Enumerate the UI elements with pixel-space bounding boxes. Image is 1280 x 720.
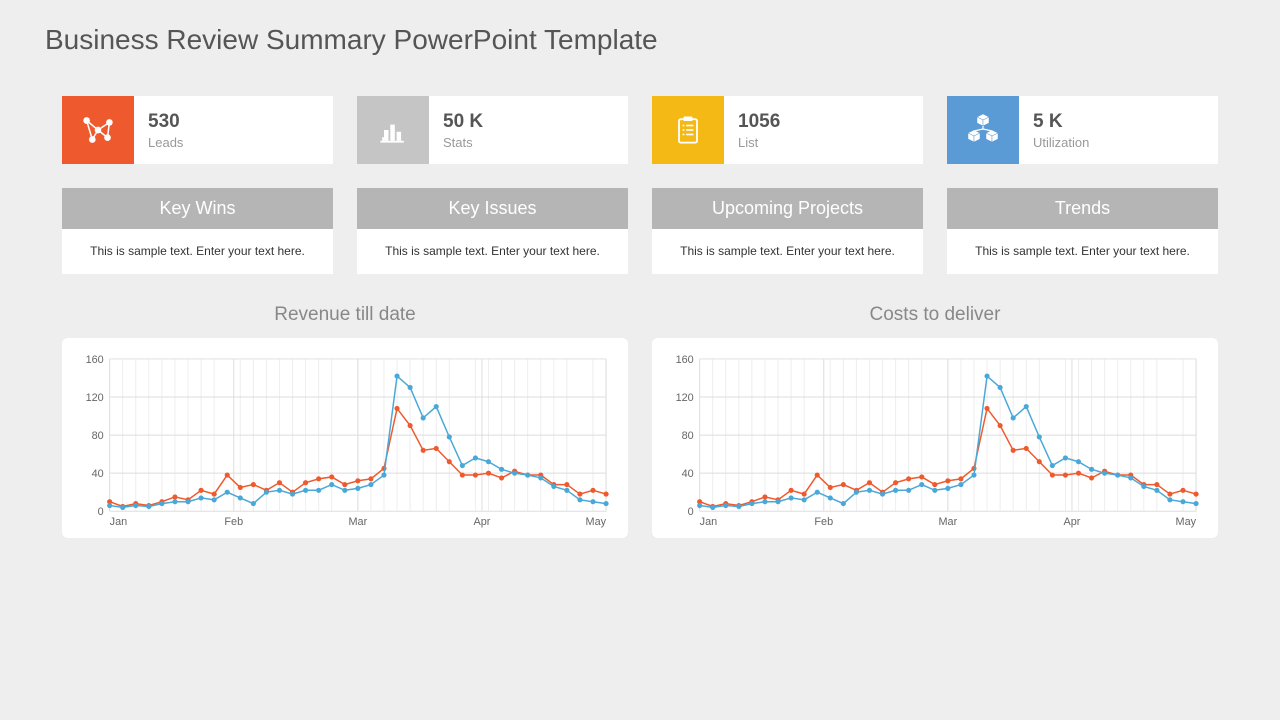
svg-text:Feb: Feb — [224, 516, 243, 528]
panel-body: This is sample text. Enter your text her… — [652, 229, 923, 274]
stat-card-utilization: 5 K Utilization — [947, 96, 1218, 164]
stat-row: 530 Leads 50 K Stats — [62, 96, 1218, 164]
stat-label: Leads — [148, 135, 183, 150]
page-title: Business Review Summary PowerPoint Templ… — [0, 0, 1280, 56]
panel-key-issues: Key Issues This is sample text. Enter yo… — [357, 188, 628, 274]
stat-label: Stats — [443, 135, 483, 150]
chart-row: Revenue till date 0 40 80 120 160 Jan Feb Mar Ap… — [62, 304, 1218, 538]
panel-body: This is sample text. Enter your text her… — [947, 229, 1218, 274]
svg-text:80: 80 — [92, 430, 104, 442]
panel-trends: Trends This is sample text. Enter your t… — [947, 188, 1218, 274]
svg-text:160: 160 — [86, 354, 104, 366]
panel-header: Upcoming Projects — [652, 188, 923, 229]
barchart-icon — [357, 96, 429, 164]
stat-label: List — [738, 135, 780, 150]
panel-key-wins: Key Wins This is sample text. Enter your… — [62, 188, 333, 274]
network-icon — [62, 96, 134, 164]
stat-value: 530 — [148, 111, 183, 133]
svg-text:Mar: Mar — [349, 516, 368, 528]
stat-card-list: 1056 List — [652, 96, 923, 164]
chart-revenue: 0 40 80 120 160 Jan Feb Mar Apr May — [62, 338, 628, 538]
svg-text:80: 80 — [682, 430, 694, 442]
stat-card-leads: 530 Leads — [62, 96, 333, 164]
svg-text:40: 40 — [682, 468, 694, 480]
svg-text:120: 120 — [676, 392, 694, 404]
panel-row: Key Wins This is sample text. Enter your… — [62, 188, 1218, 274]
svg-text:40: 40 — [92, 468, 104, 480]
clipboard-icon — [652, 96, 724, 164]
svg-text:May: May — [586, 516, 607, 528]
panel-header: Key Issues — [357, 188, 628, 229]
stat-value: 50 K — [443, 111, 483, 133]
svg-text:160: 160 — [676, 354, 694, 366]
chart-costs: 0 40 80 120 160 Jan Feb Mar Apr May — [652, 338, 1218, 538]
svg-text:0: 0 — [98, 506, 104, 518]
cubes-icon — [947, 96, 1019, 164]
svg-text:Mar: Mar — [939, 516, 958, 528]
panel-header: Trends — [947, 188, 1218, 229]
stat-value: 1056 — [738, 111, 780, 133]
chart-title-costs: Costs to deliver — [652, 304, 1218, 326]
stat-value: 5 K — [1033, 111, 1089, 133]
stat-card-stats: 50 K Stats — [357, 96, 628, 164]
stat-label: Utilization — [1033, 135, 1089, 150]
panel-body: This is sample text. Enter your text her… — [62, 229, 333, 274]
svg-text:Jan: Jan — [700, 516, 718, 528]
svg-text:May: May — [1176, 516, 1197, 528]
svg-text:0: 0 — [688, 506, 694, 518]
panel-body: This is sample text. Enter your text her… — [357, 229, 628, 274]
svg-text:120: 120 — [86, 392, 104, 404]
panel-upcoming-projects: Upcoming Projects This is sample text. E… — [652, 188, 923, 274]
svg-text:Apr: Apr — [1064, 516, 1081, 528]
panel-header: Key Wins — [62, 188, 333, 229]
svg-text:Jan: Jan — [110, 516, 128, 528]
chart-title-revenue: Revenue till date — [62, 304, 628, 326]
svg-text:Feb: Feb — [814, 516, 833, 528]
svg-text:Apr: Apr — [474, 516, 491, 528]
